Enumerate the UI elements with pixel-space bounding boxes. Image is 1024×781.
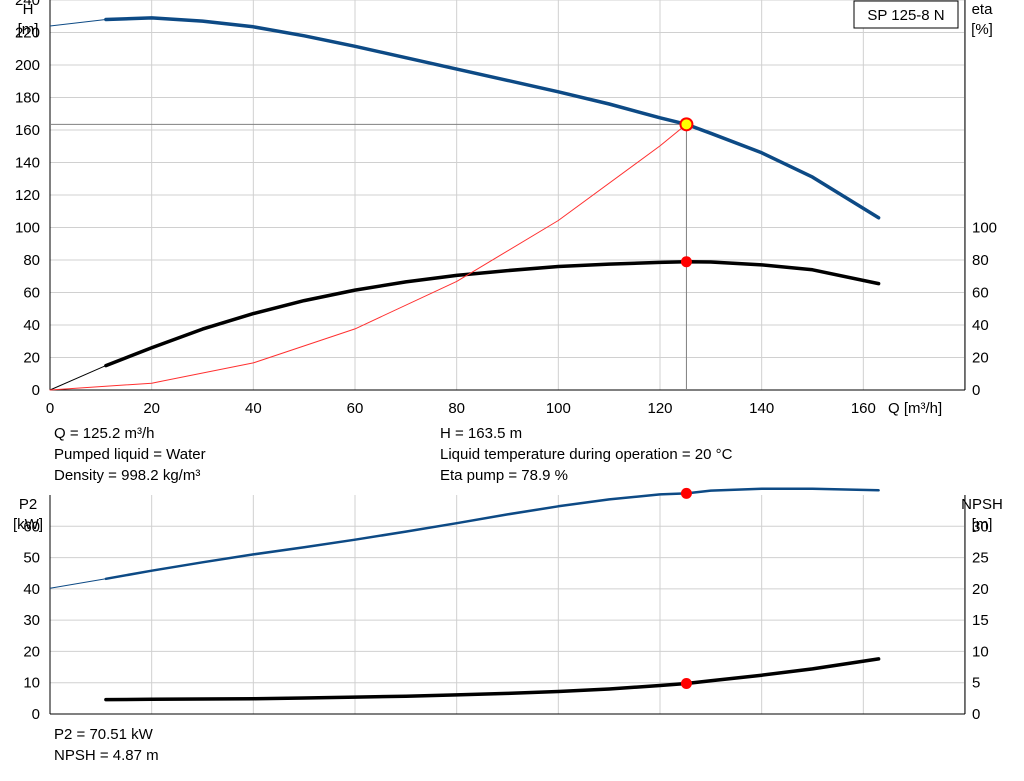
- head-extrapolated-line: [49, 19, 106, 27]
- efficiency-curve: [104, 260, 881, 368]
- x-tick-label: 20: [143, 400, 160, 417]
- right-tick-label: 100: [972, 220, 997, 237]
- x-axis-title: Q [m³/h]: [888, 400, 942, 417]
- x-tick-label: 40: [245, 400, 262, 417]
- power-operating-point: [680, 487, 692, 499]
- npsh-curve: [104, 657, 881, 702]
- right-tick-label: 20: [972, 581, 989, 598]
- left-axis-unit: [kW]: [13, 516, 43, 533]
- left-tick-label: 20: [23, 350, 40, 367]
- left-tick-label: 40: [23, 317, 40, 334]
- density-readout: Density = 998.2 kg/m³: [54, 467, 201, 484]
- right-tick-label: 40: [972, 317, 989, 334]
- liquid-readout: Pumped liquid = Water: [54, 446, 206, 463]
- head-readout: H = 163.5 m: [440, 425, 523, 442]
- flow-readout: Q = 125.2 m³/h: [54, 425, 155, 442]
- info-left-top: Q = 125.2 m³/h Pumped liquid = Water Den…: [54, 423, 206, 486]
- chart-title: SP 125-8 N: [867, 7, 944, 24]
- npsh-readout: NPSH = 4.87 m: [54, 747, 159, 764]
- power-npsh-chart: 0 10 20 30 40 50 60 0 5 10 15 20 25 30 P2 [kW] NPSH [m]: [13, 487, 1003, 723]
- right-axis-unit: [%]: [971, 21, 993, 38]
- npsh-operating-point: [680, 678, 692, 690]
- x-tick-label: 120: [647, 400, 672, 417]
- left-tick-label: 160: [15, 122, 40, 139]
- left-tick-label: 60: [23, 285, 40, 302]
- x-tick-label: 60: [347, 400, 364, 417]
- right-axis-unit: [m]: [972, 516, 993, 533]
- title-box: [853, 0, 959, 29]
- left-tick-label: 50: [23, 550, 40, 567]
- power-readout: P2 = 70.51 kW: [54, 726, 153, 743]
- left-tick-label: 60: [23, 518, 40, 535]
- right-tick-label: 25: [972, 550, 989, 567]
- head-operating-point: [679, 117, 694, 132]
- left-tick-label: 30: [23, 612, 40, 629]
- left-tick-label: 0: [32, 382, 40, 399]
- left-tick-label: 200: [15, 57, 40, 74]
- x-tick-label: 140: [749, 400, 774, 417]
- system-curve-curve: [49, 123, 687, 391]
- right-tick-label: 0: [972, 706, 980, 723]
- left-tick-label: 10: [23, 675, 40, 692]
- left-tick-label: 180: [15, 90, 40, 107]
- x-tick-label: 100: [546, 400, 571, 417]
- left-tick-label: 0: [32, 706, 40, 723]
- left-tick-label: 220: [15, 25, 40, 42]
- info-bottom: P2 = 70.51 kW NPSH = 4.87 m: [54, 724, 159, 766]
- left-tick-label: 20: [23, 643, 40, 660]
- power-extrapolated-line: [49, 578, 106, 589]
- eta-readout: Eta pump = 78.9 %: [440, 467, 568, 484]
- right-tick-label: 5: [972, 675, 980, 692]
- x-tick-label: 160: [851, 400, 876, 417]
- left-tick-label: 120: [15, 187, 40, 204]
- efficiency-operating-point: [680, 256, 692, 268]
- right-axis-title: NPSH: [961, 496, 1003, 513]
- power-curve: [104, 487, 880, 581]
- efficiency-extrapolated-line: [49, 365, 107, 391]
- right-tick-label: 20: [972, 350, 989, 367]
- left-axis-title: H: [23, 1, 34, 18]
- info-right-top: H = 163.5 m Liquid temperature during op…: [440, 423, 732, 486]
- right-tick-label: 60: [972, 285, 989, 302]
- temperature-readout: Liquid temperature during operation = 20…: [440, 446, 733, 463]
- right-tick-label: 10: [972, 643, 989, 660]
- left-tick-label: 80: [23, 252, 40, 269]
- head-efficiency-chart: 0204060801001201401601802002202400204060…: [15, 0, 997, 417]
- right-tick-label: 80: [972, 252, 989, 269]
- right-tick-label: 0: [972, 382, 980, 399]
- right-tick-label: 15: [972, 612, 989, 629]
- left-tick-label: 100: [15, 220, 40, 237]
- plot-area: [50, 495, 965, 714]
- left-axis-unit: [m]: [18, 21, 39, 38]
- x-tick-label: 80: [448, 400, 465, 417]
- left-tick-label: 240: [15, 0, 40, 9]
- right-tick-label: 30: [972, 518, 989, 535]
- x-tick-label: 0: [46, 400, 54, 417]
- head-curve: [104, 16, 881, 220]
- left-tick-label: 40: [23, 581, 40, 598]
- right-axis-title: eta: [972, 1, 994, 18]
- left-tick-label: 140: [15, 155, 40, 172]
- left-axis-title: P2: [19, 496, 37, 513]
